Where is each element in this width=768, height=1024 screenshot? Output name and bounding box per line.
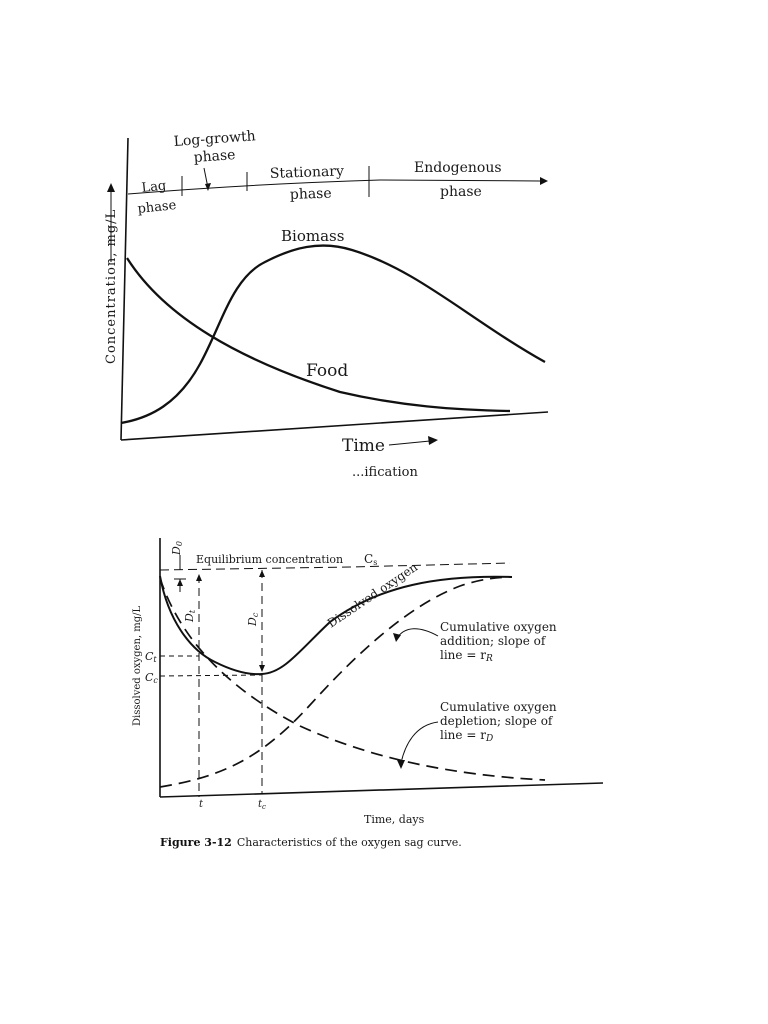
- fig2-y-axis-label: Dissolved oxygen, mg/L: [132, 605, 143, 726]
- addition-leader-line: [396, 628, 439, 639]
- equilibrium-line: [159, 562, 511, 571]
- depletion-label-3: line = rD: [440, 728, 493, 744]
- food-label: Food: [306, 361, 348, 381]
- t-tick-label: t: [199, 799, 204, 810]
- phase-arrow-head: [540, 177, 548, 185]
- cc-ref-line: [159, 674, 263, 677]
- depletion-label-2: depletion; slope of: [440, 714, 554, 728]
- fig1-x-axis: [120, 411, 549, 441]
- d0-tick-arrow: [177, 579, 183, 586]
- phase-arrow-line: [127, 179, 541, 195]
- ct-label: Ct: [145, 650, 157, 664]
- addition-label-1: Cumulative oxygen: [440, 620, 557, 634]
- caption-text: Characteristics of the oxygen sag curve.: [237, 836, 462, 849]
- cut-off-text: ...ification: [352, 465, 418, 480]
- dt-arrow-top: [196, 574, 202, 581]
- oxygen-depletion-curve: [159, 577, 546, 781]
- fig2-x-axis: [159, 782, 604, 798]
- fig1-y-axis: [120, 137, 129, 441]
- cs-label: Cs: [364, 552, 377, 567]
- log-growth-label-1: Log-growth: [173, 128, 256, 150]
- cc-label: Cc: [145, 671, 158, 685]
- depletion-leader-head: [397, 760, 405, 769]
- fig1-x-axis-label: Time: [342, 436, 385, 456]
- stationary-label-2: phase: [290, 186, 332, 203]
- equilibrium-label: Equilibrium concentration: [196, 553, 343, 566]
- growth-curve-figure: Lag phase Log-growth phase Stationary ph…: [104, 128, 549, 480]
- oxygen-addition-curve: [159, 576, 513, 788]
- log-growth-pointer-head: [205, 183, 211, 191]
- endogenous-label-2: phase: [440, 184, 482, 200]
- food-curve: [126, 257, 511, 413]
- addition-label-3: line = rR: [440, 648, 493, 664]
- depletion-leader-line: [400, 721, 439, 764]
- dissolved-oxygen-curve: [159, 575, 513, 676]
- fig1-y-axis-label: Concentration, mg/L: [104, 209, 119, 364]
- biomass-label: Biomass: [281, 227, 344, 245]
- dissolved-oxygen-label: Dissolved oxygen: [325, 560, 421, 631]
- caption-number: Figure 3-12: [160, 836, 232, 849]
- addition-label-2: addition; slope of: [440, 634, 547, 648]
- biomass-curve: [120, 244, 546, 425]
- stationary-label-1: Stationary: [270, 163, 345, 182]
- lag-phase-label-2: phase: [137, 198, 177, 217]
- dc-label: Dc: [246, 612, 260, 627]
- dc-arrow-bottom: [259, 665, 265, 672]
- endogenous-label-1: Endogenous: [414, 160, 502, 176]
- fig2-x-axis-label: Time, days: [364, 813, 425, 826]
- dt-label: Dt: [183, 609, 197, 623]
- depletion-label-1: Cumulative oxygen: [440, 700, 557, 714]
- dc-arrow-top: [259, 570, 265, 577]
- log-growth-label-2: phase: [193, 147, 236, 166]
- figure-caption: Figure 3-12 Characteristics of the oxygen…: [160, 836, 462, 849]
- time-arrow-head: [428, 436, 438, 445]
- addition-leader-head: [393, 633, 401, 642]
- fig1-y-label-arrow-head: [107, 183, 115, 192]
- oxygen-sag-figure: Equilibrium concentration Cs D0 Dt Dc Ct…: [132, 538, 604, 849]
- d0-label: D0: [170, 541, 184, 556]
- lag-phase-label-1: Lag: [141, 178, 167, 196]
- time-arrow-line: [388, 440, 431, 446]
- tc-tick-label: tc: [258, 799, 266, 811]
